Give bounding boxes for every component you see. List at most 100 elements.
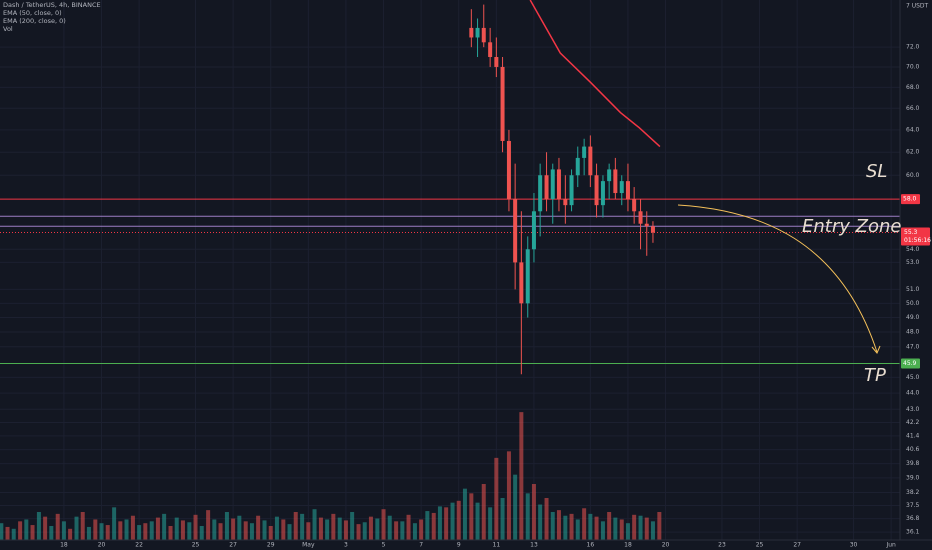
volume-bar: [193, 514, 198, 540]
volume-bar: [350, 512, 355, 540]
volume-bar: [575, 519, 580, 540]
volume-bar: [174, 517, 179, 540]
volume-bar: [206, 510, 211, 540]
volume-bar: [544, 498, 549, 540]
x-tick-label: 18: [624, 542, 632, 549]
volume-bar: [274, 516, 279, 540]
volume-bar: [231, 518, 236, 540]
x-tick-label: 7: [419, 542, 423, 549]
legend-symbol: Dash / TetherUS, 4h, BINANCE: [3, 1, 101, 9]
x-tick-label: 20: [662, 542, 670, 549]
candle-body: [563, 199, 568, 206]
volume-bar: [531, 484, 536, 540]
volume-bar: [268, 526, 273, 540]
volume-bar: [600, 521, 605, 540]
y-tick-label: 50.0: [906, 300, 920, 307]
volume-bar: [18, 521, 23, 540]
volume-bar: [337, 517, 342, 540]
y-tick-label: 70.0: [906, 63, 920, 70]
candle-body: [575, 157, 580, 176]
x-tick-label: 3: [344, 542, 348, 549]
volume-bar: [30, 525, 35, 540]
volume-bar: [619, 519, 624, 540]
candle-body: [607, 169, 612, 182]
x-tick-label: May: [302, 542, 315, 549]
sl-annotation: SL: [866, 161, 887, 182]
candle-body: [544, 175, 549, 200]
volume-bar: [237, 515, 242, 540]
volume-bar: [224, 512, 229, 540]
y-tick-label: 47.0: [906, 343, 920, 350]
volume-bar: [99, 523, 104, 540]
volume-bar: [538, 504, 543, 540]
y-tick-label: 72.0: [906, 44, 920, 51]
countdown-text: 01:56:16: [904, 237, 931, 244]
candle-body: [619, 181, 624, 194]
y-tick-label: 38.2: [906, 489, 920, 496]
volume-bar: [112, 507, 117, 540]
candle-body: [488, 42, 493, 57]
volume-bar: [437, 506, 442, 540]
volume-bar: [588, 513, 593, 540]
x-tick-label: 27: [793, 542, 801, 549]
volume-bar: [494, 457, 499, 540]
volume-bar: [525, 493, 530, 540]
axis-unit: 7 USDT: [906, 3, 929, 10]
y-tick-label: 66.0: [906, 105, 920, 112]
candle-body: [556, 169, 561, 200]
volume-bar: [582, 508, 587, 540]
candle-body: [644, 223, 649, 227]
volume-bar: [11, 528, 16, 540]
y-tick-label: 54.0: [906, 246, 920, 253]
level-badge: [901, 358, 920, 369]
volume-bar: [444, 507, 449, 540]
candle-body: [550, 169, 555, 200]
volume-bar: [105, 525, 110, 540]
x-tick-label: 9: [457, 542, 461, 549]
y-tick-label: 42.2: [906, 419, 920, 426]
x-tick-label: 30: [850, 542, 858, 549]
volume-bar: [419, 519, 424, 540]
legend-ema50: EMA (50, close, 0): [3, 9, 62, 17]
volume-bar: [519, 412, 524, 540]
volume-bar: [130, 515, 135, 540]
candle-body: [538, 175, 543, 212]
y-tick-label: 45.0: [906, 374, 920, 381]
projection-arrow: [677, 204, 878, 353]
volume-bar: [74, 516, 79, 540]
y-tick-label: 39.0: [906, 474, 920, 481]
level-badge: [901, 194, 920, 205]
candle-body: [588, 146, 593, 176]
volume-bar: [650, 521, 655, 540]
volume-bar: [506, 451, 511, 540]
volume-bar: [68, 528, 73, 540]
volume-bar: [118, 521, 123, 540]
tp-annotation: TP: [864, 365, 886, 386]
volume-bar: [387, 515, 392, 540]
volume-bar: [24, 519, 29, 540]
volume-bar: [93, 519, 98, 540]
volume-bar: [212, 519, 217, 540]
volume-bar: [400, 521, 405, 540]
levels: [0, 198, 900, 364]
volume-bar: [375, 518, 380, 540]
entry-annotation: Entry Zone: [802, 216, 901, 237]
volume-bar: [168, 526, 173, 540]
candle-body: [500, 66, 505, 141]
volume-pane: [0, 412, 662, 540]
ema-line: [529, 0, 661, 148]
candle-body: [594, 175, 599, 206]
y-tick-label: 41.4: [906, 432, 920, 439]
volume-bar: [149, 521, 154, 540]
volume-bar: [331, 513, 336, 540]
y-tick-label: 64.0: [906, 126, 920, 133]
volume-bar: [362, 522, 367, 540]
y-tick-label: 48.0: [906, 329, 920, 336]
volume-bar: [199, 526, 204, 540]
volume-bar: [638, 515, 643, 540]
volume-bar: [450, 502, 455, 540]
volume-bar: [306, 522, 311, 540]
volume-bar: [36, 512, 41, 540]
